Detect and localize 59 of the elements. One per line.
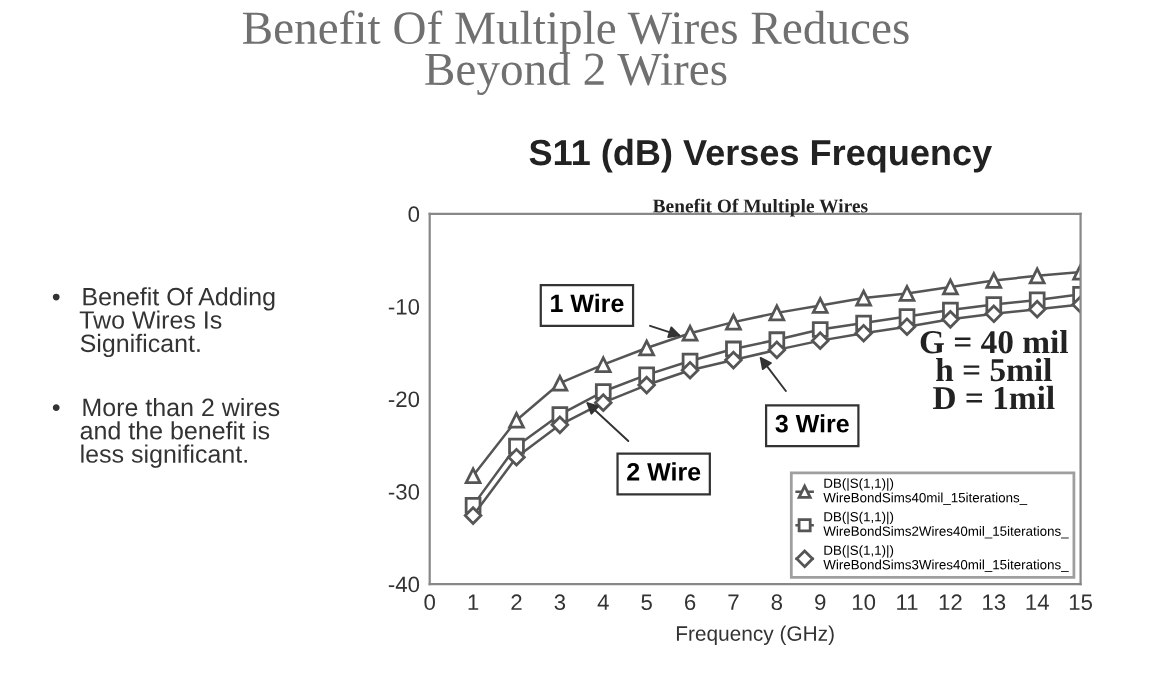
point	[811, 297, 829, 314]
x-tick-label: 10	[852, 594, 876, 611]
x-tick-label: 2	[511, 594, 522, 610]
point	[463, 506, 483, 525]
x-tick-label: 9	[815, 594, 826, 611]
point	[855, 289, 872, 307]
y-tick-label: -10	[388, 298, 420, 315]
y-tick-label: -30	[388, 484, 420, 500]
annotation: G = 40 mil h = 5mil D = 1mil	[920, 329, 1068, 410]
point	[1027, 299, 1047, 319]
point	[594, 356, 612, 374]
x-tick-label: 13	[983, 594, 1006, 611]
x-tick-label: 1	[468, 594, 479, 610]
point	[550, 415, 570, 435]
point	[551, 374, 569, 392]
point	[507, 448, 526, 467]
x-tick-label: 15	[1069, 594, 1092, 611]
x-tick-label: 14	[1026, 594, 1049, 610]
point	[1028, 267, 1046, 285]
point	[724, 350, 743, 370]
annotation: 1 Wire	[551, 293, 624, 313]
chart-subtitle: S11 (dB) Verses Frequency	[529, 138, 992, 173]
y-tick-label: 0	[408, 206, 420, 223]
x-tick-label: 5	[641, 594, 652, 611]
point	[942, 278, 959, 296]
x-axis-title: Frequency (GHz)	[676, 625, 834, 646]
x-tick-label: 3	[554, 594, 566, 611]
x-tick-label: 12	[939, 594, 962, 610]
x-tick-label: 0	[424, 594, 436, 611]
x-tick-label: 6	[685, 594, 696, 611]
x-tick-label: 7	[728, 594, 739, 610]
point	[681, 324, 699, 342]
point	[508, 411, 525, 429]
text: • Benefit Of Adding Two Wires Is Significant.	[52, 287, 275, 358]
text: • More than 2 wires and the benefit is less significant.	[52, 397, 280, 468]
x-tick-label: 11	[897, 594, 918, 610]
point	[985, 272, 1003, 289]
point	[464, 467, 482, 485]
x-tick-label: 4	[597, 594, 609, 610]
point	[637, 375, 656, 395]
point	[767, 340, 787, 360]
point	[638, 339, 655, 357]
x-tick-label: 8	[771, 594, 783, 611]
point	[810, 331, 830, 350]
point	[984, 304, 1004, 324]
annotation: 2 Wire	[627, 462, 701, 481]
chart-title: Benefit Of Multiple Wires Reduces Beyond 2 Wires	[242, 10, 909, 95]
point	[854, 323, 873, 343]
y-tick-label: -40	[388, 576, 420, 593]
point	[897, 317, 917, 336]
point	[594, 393, 613, 412]
point	[898, 285, 916, 302]
point	[768, 304, 786, 322]
point	[680, 361, 700, 380]
point	[725, 313, 742, 331]
y-tick-label: -20	[388, 391, 420, 408]
point	[941, 310, 960, 329]
annotation: 3 Wire	[775, 414, 849, 433]
annotation: Benefit Of Multiple Wires	[652, 198, 868, 217]
